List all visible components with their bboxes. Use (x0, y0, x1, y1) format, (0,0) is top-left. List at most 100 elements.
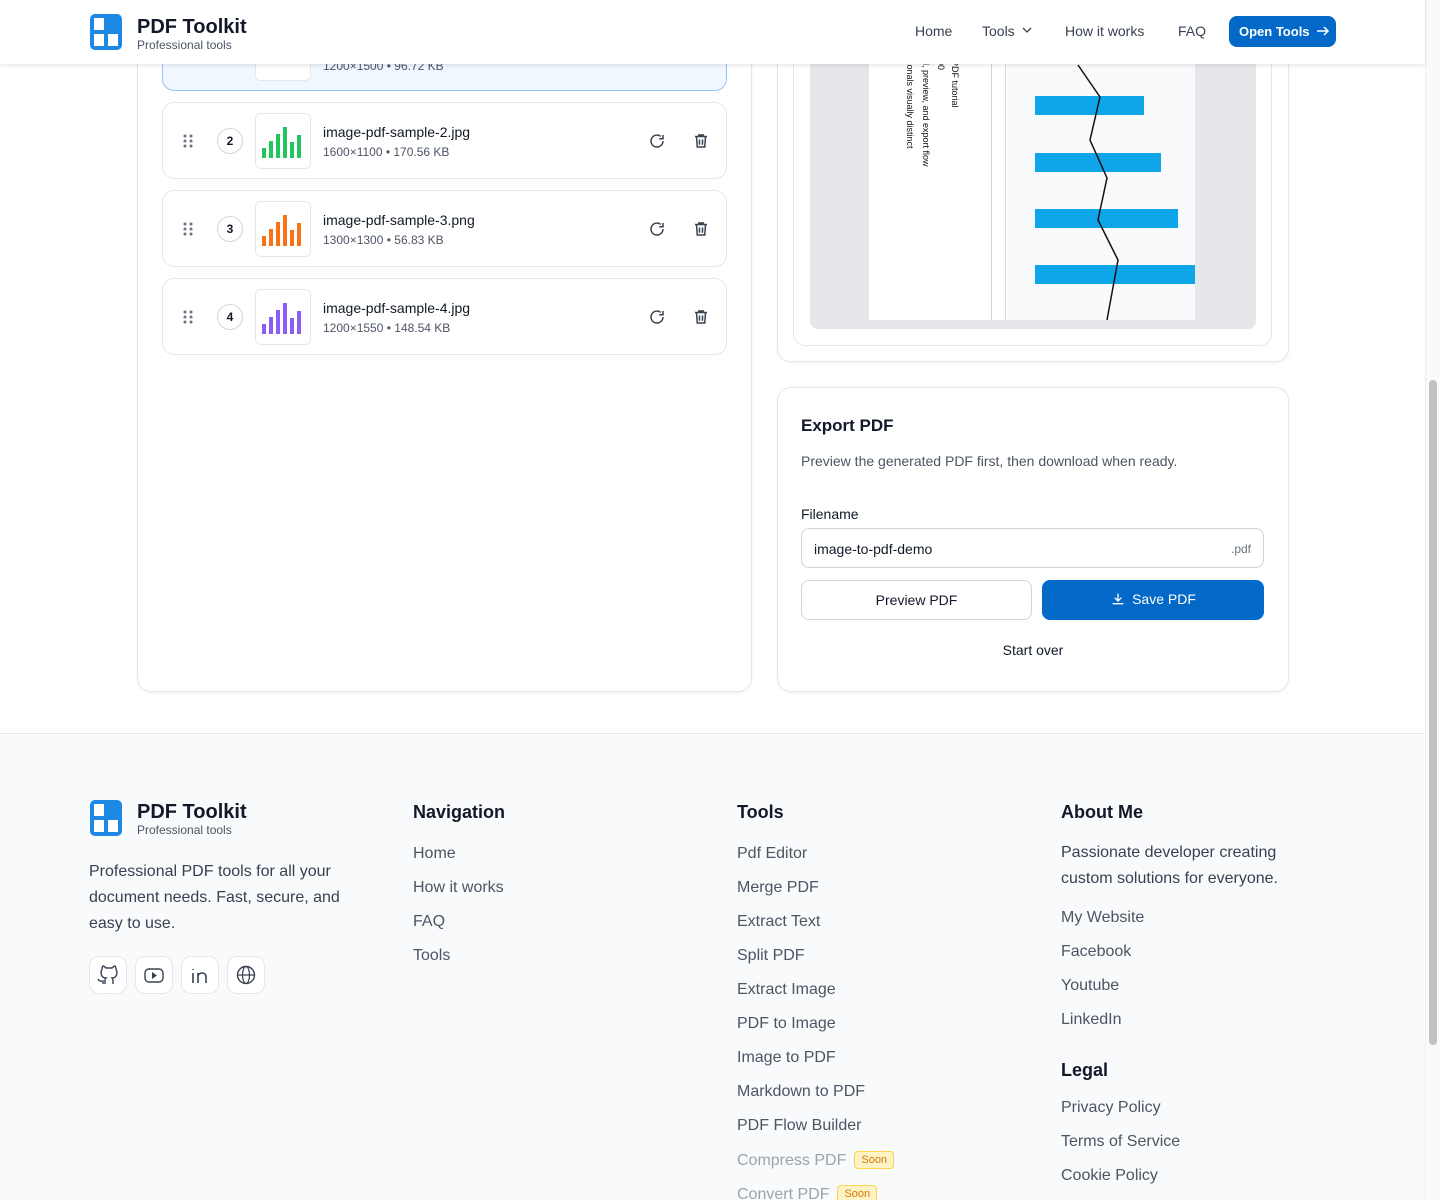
footer-link[interactable]: Extract Image (737, 981, 836, 999)
footer-link[interactable]: Pdf Editor (737, 845, 807, 863)
drag-handle[interactable] (183, 222, 193, 236)
link-label: Markdown to PDF (737, 1083, 866, 1100)
footer-link[interactable]: Extract Text (737, 913, 820, 931)
footer-link[interactable]: Home (413, 845, 456, 862)
linkedin-link[interactable] (181, 956, 219, 994)
thumb-bar (269, 141, 273, 158)
nav-link[interactable]: Home (915, 23, 953, 39)
footer: PDF Toolkit Professional tools Professio… (0, 733, 1425, 1200)
footer-link[interactable]: Markdown to PDF (737, 1083, 865, 1101)
footer-link[interactable]: Facebook (1061, 943, 1132, 960)
start-over[interactable]: Start over (1002, 642, 1064, 658)
link-label: PDF to Image (737, 1015, 836, 1032)
line (1077, 64, 1119, 321)
footer-link[interactable]: Terms of Service (1061, 1133, 1181, 1150)
footer-description: Professional PDF tools for all your docu… (89, 863, 340, 932)
drag-handle[interactable] (183, 310, 193, 324)
footer-link[interactable]: Split PDF (737, 947, 805, 965)
save-button[interactable]: Save PDF (1042, 580, 1264, 620)
nav-label: Tools (982, 23, 1015, 39)
preview-button[interactable]: Preview PDF (801, 580, 1032, 620)
footer-link[interactable]: Image to PDF (737, 1049, 836, 1067)
thumb-bar (262, 236, 266, 246)
footer-link[interactable]: How it works (413, 879, 504, 896)
header: PDF Toolkit Professional tools Home Tool… (0, 0, 1425, 64)
tagline: Professional tools (137, 823, 232, 837)
save-label: Save PDF (1132, 591, 1196, 607)
footer-link[interactable]: PDF to Image (737, 1015, 836, 1033)
nav-link[interactable]: FAQ (1178, 23, 1207, 39)
brand[interactable]: PDF Toolkit (137, 16, 247, 38)
thumb-bar (269, 317, 273, 334)
footer-heading: About Me (1061, 802, 1143, 822)
index-badge: 3 (217, 216, 243, 242)
icon (192, 969, 207, 983)
footer-link[interactable]: Convert PDF Soon (737, 1185, 878, 1200)
footer-link[interactable]: Privacy Policy (1061, 1099, 1161, 1116)
drag-handle[interactable] (183, 134, 193, 148)
footer-heading: Navigation (413, 802, 506, 822)
thumb-bar (297, 135, 301, 158)
footer-heading: Tools (737, 802, 784, 822)
youtube-link[interactable] (135, 956, 173, 994)
footer-link[interactable]: LinkedIn (1061, 1011, 1122, 1028)
footer-link[interactable]: My Website (1061, 909, 1145, 926)
thumb-bar (276, 222, 280, 246)
about-text: Passionate developer creating custom sol… (1061, 844, 1278, 887)
file-item[interactable]: 4 image-pdf-sample-4.jpg 1200×1550 • 148.5… (162, 278, 727, 355)
thumb-bar (283, 303, 287, 334)
download-icon (1112, 593, 1124, 605)
file-meta: 1300×1300 • 56.83 KB (323, 233, 444, 247)
chevron (1022, 27, 1032, 33)
tagline: Professional tools (137, 38, 232, 52)
footer-link[interactable]: Cookie Policy (1061, 1167, 1158, 1184)
thumb-bar (297, 311, 301, 334)
rotate-button[interactable] (648, 308, 666, 326)
brand: PDF Toolkit (137, 801, 247, 823)
nav-link[interactable]: Tools (982, 23, 1033, 39)
export-description: Preview the generated PDF first, then do… (801, 453, 1178, 469)
footer-heading: Legal (1061, 1060, 1109, 1080)
file-item[interactable]: 3 image-pdf-sample-3.png 1300×1300 • 56.83… (162, 190, 727, 267)
github-link[interactable] (89, 956, 127, 994)
bar (1035, 96, 1144, 115)
soon-badge: Soon (837, 1185, 878, 1200)
thumb-bar (276, 134, 280, 158)
soon-badge: Soon (854, 1151, 895, 1169)
nav-link[interactable]: How it works (1065, 23, 1145, 39)
filename-value: image-to-pdf-demo (814, 541, 933, 557)
thumbnail (255, 201, 311, 257)
footer-link[interactable]: Compress PDF Soon (737, 1151, 895, 1170)
delete-button[interactable] (692, 308, 710, 326)
file-item[interactable]: 2 image-pdf-sample-2.jpg 1600×1100 • 170.5… (162, 102, 727, 179)
thumb-bar (290, 142, 294, 158)
website-link[interactable] (227, 956, 265, 994)
rotate-button[interactable] (648, 220, 666, 238)
footer-link[interactable]: Youtube (1061, 977, 1120, 994)
filename-label: Filename (801, 506, 859, 522)
file-name: image-pdf-sample-4.jpg (323, 300, 471, 316)
link-label: Convert PDF (737, 1186, 830, 1200)
scroll-thumb[interactable] (1429, 380, 1437, 1045)
footer-link[interactable]: Tools (413, 947, 451, 964)
thumb-bar (262, 148, 266, 158)
link-label: PDF Flow Builder (737, 1117, 862, 1134)
footer-link[interactable]: PDF Flow Builder (737, 1117, 861, 1135)
bar (1035, 153, 1161, 172)
index-badge: 2 (217, 128, 243, 154)
delete-button[interactable] (692, 220, 710, 238)
rotate-button[interactable] (648, 132, 666, 150)
page-chart (1035, 64, 1195, 321)
filename-input[interactable]: image-to-pdf-demo .pdf (801, 528, 1264, 568)
file-name: image-pdf-sample-2.jpg (323, 124, 471, 140)
footer-link[interactable]: Merge PDF (737, 879, 819, 897)
page-gutter (991, 0, 1006, 320)
link-label: Pdf Editor (737, 845, 808, 862)
delete-button[interactable] (692, 132, 710, 150)
thumb-bar (269, 229, 273, 246)
footer-link[interactable]: FAQ (413, 913, 446, 930)
icon (97, 965, 118, 984)
open-tools-button[interactable]: Open Tools (1229, 16, 1336, 47)
